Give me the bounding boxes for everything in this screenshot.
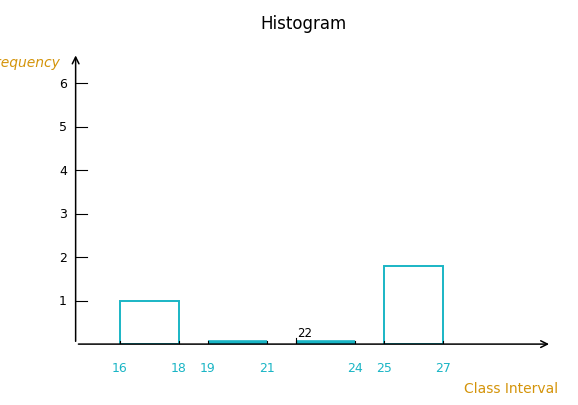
Text: 18: 18 xyxy=(171,361,187,374)
Text: 4: 4 xyxy=(59,164,67,177)
Text: 2: 2 xyxy=(59,251,67,264)
Text: 25: 25 xyxy=(376,361,392,374)
Text: 3: 3 xyxy=(59,208,67,221)
Bar xyxy=(120,301,179,344)
Text: 6: 6 xyxy=(59,77,67,90)
Text: 21: 21 xyxy=(259,361,275,374)
Text: 1: 1 xyxy=(59,294,67,307)
Text: 5: 5 xyxy=(59,121,67,134)
Title: Histogram: Histogram xyxy=(260,15,347,33)
Bar xyxy=(384,266,443,344)
Text: 24: 24 xyxy=(347,361,363,374)
Text: 27: 27 xyxy=(435,361,451,374)
Text: Class Interval: Class Interval xyxy=(464,381,558,395)
Text: 22: 22 xyxy=(298,326,313,339)
Text: Frequency: Frequency xyxy=(0,55,61,70)
Text: 16: 16 xyxy=(112,361,128,374)
Text: 19: 19 xyxy=(200,361,216,374)
